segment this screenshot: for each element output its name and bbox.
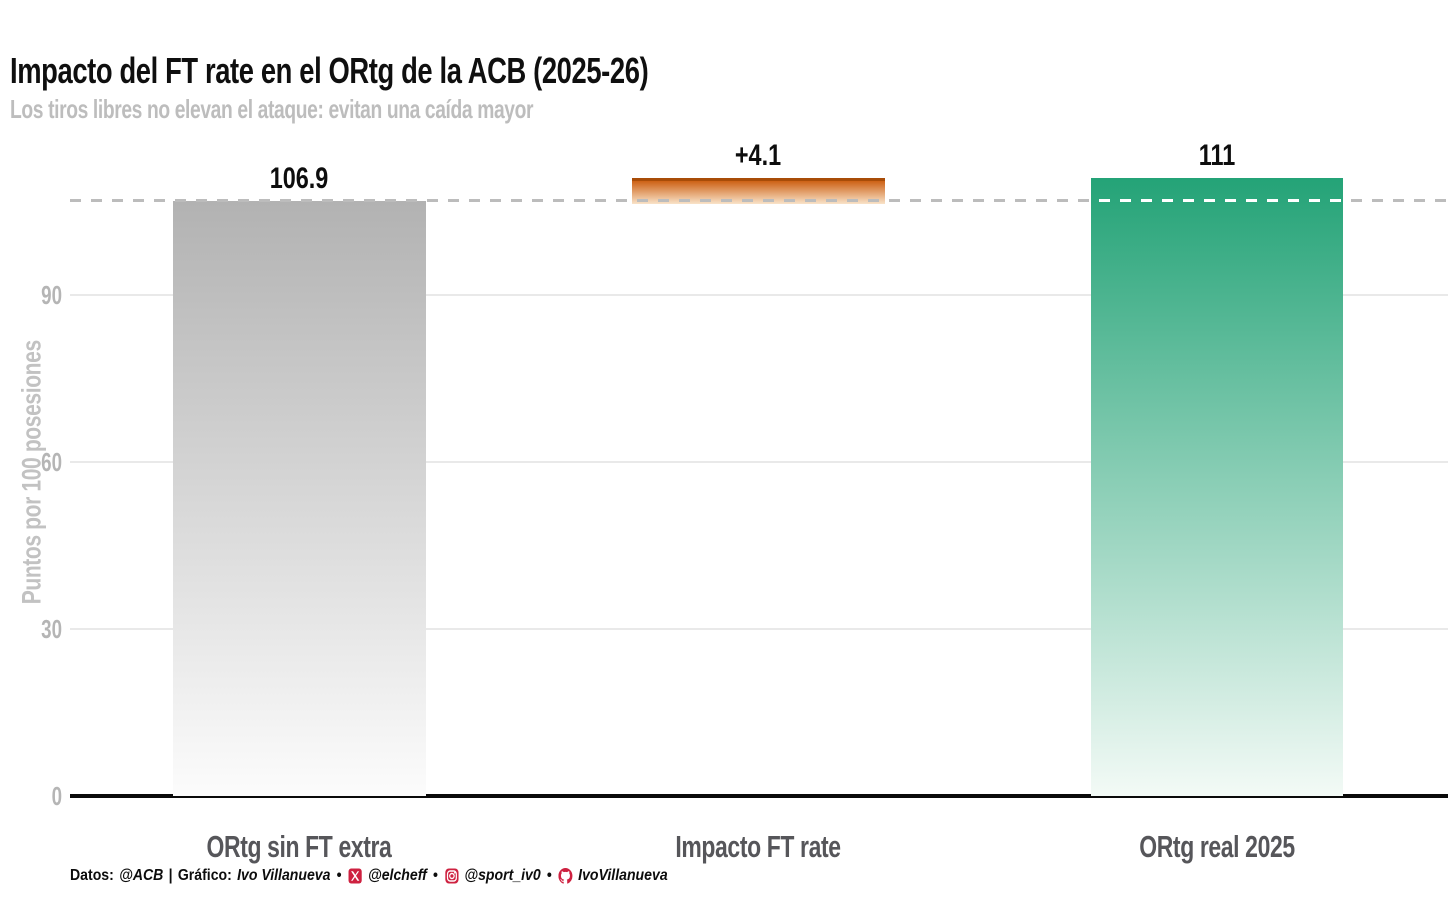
github-icon [558, 868, 573, 885]
handle-instagram: @sport_iv0 [464, 867, 541, 884]
category-impacto-ft-rate: Impacto FT rate [675, 829, 841, 864]
y-tick-30: 30 [41, 614, 62, 644]
footer-separator: | [168, 867, 173, 884]
value-label-106-9: 106.9 [269, 161, 329, 195]
datos-label: Datos: [70, 867, 114, 884]
x-twitter-icon [348, 868, 363, 885]
gridline-90 [70, 294, 1448, 296]
value-label-plus-4-1: +4.1 [734, 139, 782, 173]
handle-twitter: @elcheff [367, 867, 427, 884]
reference-dashed-line [70, 198, 1456, 202]
handle-github: IvoVillanueva [578, 867, 668, 884]
credits-footer: Datos: @ACB | Gráfico: Ivo Villanueva • … [70, 866, 668, 886]
y-tick-90: 90 [41, 280, 62, 310]
datos-value: @ACB [119, 867, 164, 884]
instagram-icon [444, 868, 459, 885]
bullet-2: • [433, 867, 438, 884]
y-axis-label: Puntos por 100 posesiones [16, 340, 47, 605]
category-ortg-sin-ft-extra: ORtg sin FT extra [206, 829, 392, 864]
gridline-30 [70, 628, 1448, 630]
y-tick-0: 0 [51, 781, 62, 811]
y-tick-60: 60 [41, 447, 62, 477]
bullet-3: • [546, 867, 552, 884]
bar-ortg-sin-ft-extra [173, 200, 426, 796]
page-title: Impacto del FT rate en el ORtg de la ACB… [10, 50, 649, 91]
grafico-label: Gráfico: [177, 867, 232, 884]
x-axis-line [70, 794, 1448, 798]
gridline-60 [70, 461, 1448, 463]
category-ortg-real-2025: ORtg real 2025 [1139, 829, 1295, 864]
page-subtitle: Los tiros libres no elevan el ataque: ev… [10, 94, 534, 124]
grafico-value: Ivo Villanueva [237, 867, 331, 884]
bar-ortg-real-2025 [1091, 178, 1343, 796]
value-label-111: 111 [1198, 139, 1236, 173]
bullet-1: • [336, 867, 342, 884]
reference-dashed-line-on-green [1091, 198, 1343, 202]
